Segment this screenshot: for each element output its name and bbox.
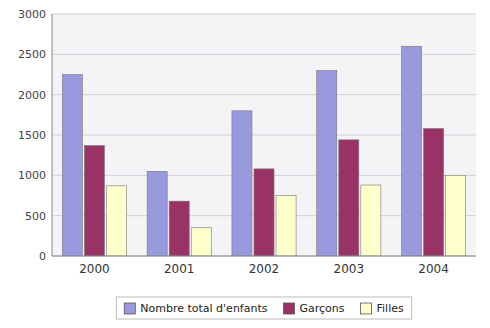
bar (424, 129, 444, 256)
y-tick-label: 2500 (18, 48, 46, 61)
x-tick-label: 2000 (79, 262, 110, 276)
x-tick-label: 2002 (249, 262, 280, 276)
chart: 0 500 1000 1500 2000 2500 3000 2000 2001 2002 2003… (0, 0, 490, 328)
y-tick-label: 500 (25, 210, 46, 223)
bar (339, 140, 359, 256)
legend-swatch (361, 303, 372, 314)
y-tick-label: 1500 (18, 129, 46, 142)
x-tick-label: 2004 (418, 262, 449, 276)
y-tick-label: 1000 (18, 169, 46, 182)
bar (169, 201, 189, 256)
bar (317, 70, 337, 256)
legend-frame (116, 297, 411, 319)
x-axis: 2000 2001 2002 2003 2004 (79, 262, 449, 276)
bar (84, 145, 104, 256)
y-axis-line (52, 14, 53, 256)
bar (402, 46, 422, 256)
bar (361, 185, 381, 256)
legend-item: Garçons (284, 302, 345, 315)
y-axis: 0 500 1000 1500 2000 2500 3000 (18, 8, 476, 263)
y-tick-label: 0 (39, 250, 46, 263)
y-tick-label: 2000 (18, 89, 46, 102)
bar (62, 75, 82, 257)
x-tick-label: 2003 (334, 262, 365, 276)
bar (147, 171, 167, 256)
legend-label: Garçons (300, 302, 345, 315)
legend-label: Nombre total d'enfants (140, 302, 267, 315)
grid-line (52, 14, 476, 15)
legend: Nombre total d'enfants Garçons Filles (116, 297, 411, 319)
grid-line (52, 256, 476, 257)
y-tick-label: 3000 (18, 8, 46, 21)
legend-swatch (124, 303, 135, 314)
bar (276, 196, 296, 257)
legend-item: Filles (361, 302, 404, 315)
legend-item: Nombre total d'enfants (124, 302, 267, 315)
bar (446, 175, 466, 256)
legend-swatch (284, 303, 295, 314)
x-tick-label: 2001 (164, 262, 195, 276)
legend-label: Filles (377, 302, 404, 315)
x-axis-line (52, 256, 476, 257)
bar (254, 169, 274, 256)
bar (191, 228, 211, 256)
bar (232, 111, 252, 256)
chart-container: 0 500 1000 1500 2000 2500 3000 2000 2001 2002 2003… (0, 0, 490, 328)
plot-background (52, 14, 476, 256)
bars (62, 46, 465, 256)
bar (106, 186, 126, 256)
